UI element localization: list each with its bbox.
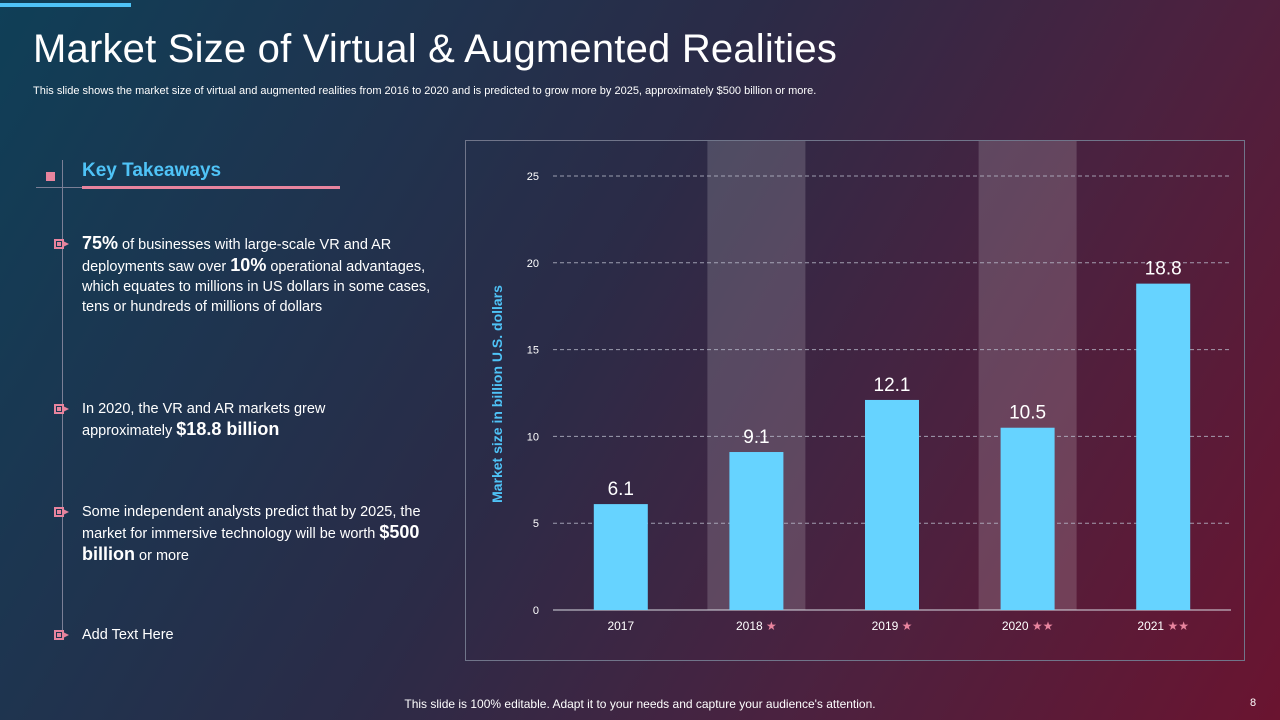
data-label-2021: 18.8 <box>1145 259 1182 280</box>
market-size-chart: 0 5 10 15 20 25 6.1 2017 9.1 2018 ★ 12.1 2019 ★ 10.5… <box>465 140 1245 661</box>
y-tick-label-15: 15 <box>527 345 539 357</box>
star-icon: ★ <box>763 619 777 633</box>
bar-chart-svg: 0 5 10 15 20 25 6.1 2017 9.1 2018 ★ 12.1 2019 ★ 10.5… <box>489 141 1231 633</box>
data-label-2019: 12.1 <box>874 375 911 396</box>
takeaway-item-4[interactable]: Add Text Here <box>82 625 437 645</box>
data-label-2018: 9.1 <box>743 427 769 448</box>
star-icon: ★ <box>898 619 912 633</box>
y-axis-label: Market size in billion U.S. dollars <box>489 285 505 503</box>
x-tick-label-2018: 2018 ★ <box>736 619 777 633</box>
bar-2018 <box>729 452 784 610</box>
stat-highlight: 10% <box>230 255 267 275</box>
bar-2020 <box>1000 427 1055 610</box>
takeaways-timeline-line <box>62 160 63 640</box>
y-tick-label-25: 25 <box>527 171 539 183</box>
stat-highlight: $18.8 billion <box>176 419 280 439</box>
stat-highlight: 75% <box>82 233 119 253</box>
bar-2019 <box>865 399 919 610</box>
y-tick-label-5: 5 <box>533 518 539 530</box>
header-accent-line <box>0 3 131 7</box>
x-tick-label-2021: 2021 ★★ <box>1137 619 1189 633</box>
x-tick-label-2019: 2019 ★ <box>872 619 913 633</box>
bullet-arrow-icon <box>54 507 69 517</box>
bullet-arrow-icon <box>54 404 69 414</box>
page-title: Market Size of Virtual & Augmented Reali… <box>33 27 838 71</box>
y-tick-label-10: 10 <box>527 431 539 443</box>
takeaway-item-2: In 2020, the VR and AR markets grew appr… <box>82 399 382 441</box>
page-subtitle: This slide shows the market size of virt… <box>33 85 817 97</box>
takeaway-text: In 2020, the VR and AR markets grew appr… <box>82 401 326 439</box>
bullet-arrow-icon <box>54 630 69 640</box>
y-tick-label-20: 20 <box>527 258 539 270</box>
bar-2021 <box>1136 283 1191 610</box>
star-icon: ★★ <box>1029 619 1054 633</box>
page-number: 8 <box>1250 697 1257 709</box>
takeaway-text: of businesses with large-scale VR and AR… <box>82 237 392 275</box>
takeaway-text[interactable]: Add Text Here <box>82 627 174 643</box>
takeaway-text: Some independent analysts predict that b… <box>82 504 421 542</box>
footer-note: This slide is 100% editable. Adapt it to… <box>404 697 876 711</box>
takeaways-header-divider <box>36 187 84 188</box>
data-label-2017: 6.1 <box>608 479 634 500</box>
takeaways-heading: Key Takeaways <box>82 160 222 181</box>
takeaway-text: or more <box>135 548 189 564</box>
takeaways-marker-icon <box>46 172 55 181</box>
data-label-2020: 10.5 <box>1009 403 1046 424</box>
takeaways-underline <box>82 186 340 189</box>
star-icon: ★★ <box>1164 619 1189 633</box>
bullet-arrow-icon <box>54 239 69 249</box>
takeaway-item-3: Some independent analysts predict that b… <box>82 502 422 566</box>
x-tick-label-2017: 2017 <box>607 619 634 633</box>
takeaway-item-1: 75% of businesses with large-scale VR an… <box>82 233 437 317</box>
x-tick-label-2020: 2020 ★★ <box>1002 619 1054 633</box>
y-tick-label-0: 0 <box>533 605 539 617</box>
takeaway-text: operational advantages, which equates to… <box>82 259 431 315</box>
bar-2017 <box>593 504 648 610</box>
stat-highlight: $500 billion <box>82 522 420 564</box>
